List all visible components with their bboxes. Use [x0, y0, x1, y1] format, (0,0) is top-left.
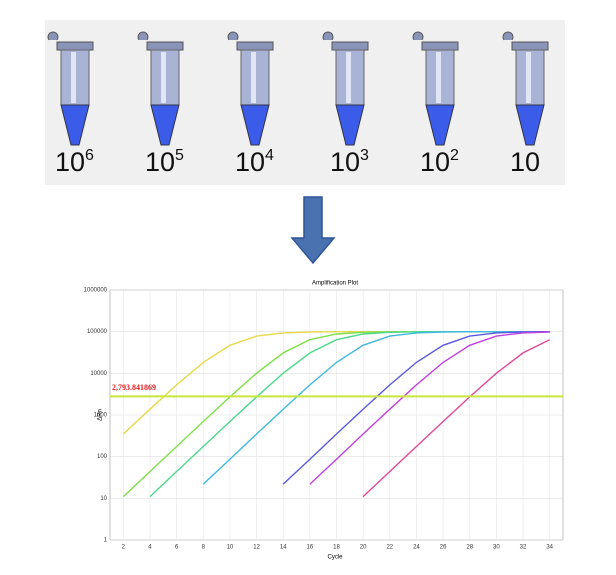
x-tick-label: 20 [360, 545, 367, 551]
x-tick-label: 4 [148, 545, 152, 551]
x-tick-label: 14 [280, 545, 287, 551]
y-tick-label: 10000 [90, 371, 107, 377]
label-base: 10 [145, 147, 175, 177]
tube-tip [515, 104, 545, 146]
tube: 10 [502, 31, 549, 177]
tube: 103 [322, 31, 369, 177]
x-tick-label: 16 [307, 545, 314, 551]
dilution-label: 102 [420, 147, 459, 177]
x-tick-label: 22 [386, 545, 393, 551]
label-exponent: 4 [265, 147, 274, 164]
tube-panel [45, 20, 565, 185]
label-base: 10 [420, 147, 450, 177]
tube-shine [71, 52, 76, 103]
tube-tip [240, 104, 270, 146]
x-tick-label: 18 [333, 545, 340, 551]
chart-title: Amplification Plot [312, 281, 358, 287]
tube-shine [251, 52, 256, 103]
tube: 105 [137, 31, 184, 177]
dilution-label: 105 [145, 147, 184, 177]
x-tick-label: 10 [227, 545, 234, 551]
dilution-label: 103 [330, 147, 369, 177]
y-tick-label: 10 [100, 496, 107, 502]
amplification-curve [202, 331, 550, 485]
x-axis-label: Cycle [327, 555, 343, 561]
tube-cap [502, 31, 549, 51]
y-tick-label: 100 [97, 454, 108, 460]
x-tick-label: 28 [466, 545, 473, 551]
x-tick-label: 24 [413, 545, 420, 551]
y-tick-label: 100000 [87, 329, 108, 335]
label-base: 10 [235, 147, 265, 177]
tube-tip [425, 104, 455, 146]
tube-shine [526, 52, 531, 103]
x-tick-label: 26 [440, 545, 447, 551]
tube-tip [335, 104, 365, 146]
tube: 106 [47, 31, 94, 177]
tube-tip [60, 104, 90, 146]
x-tick-label: 8 [202, 545, 206, 551]
threshold-label: 2,793.841869 [112, 383, 156, 392]
amplification-curve [309, 331, 550, 485]
label-exponent: 3 [360, 147, 369, 164]
x-tick-label: 30 [493, 545, 500, 551]
label-base: 10 [330, 147, 360, 177]
tube: 104 [227, 31, 274, 177]
x-tick-label: 2 [122, 545, 126, 551]
tube: 102 [412, 31, 459, 177]
tube-row: 106 105 104 103 102 10 [47, 31, 549, 177]
amplification-curve [282, 331, 550, 485]
tube-cap [322, 31, 369, 51]
dilution-label: 106 [55, 147, 94, 177]
label-base: 10 [510, 147, 540, 177]
tube-cap [412, 31, 459, 51]
amplification-curve [362, 339, 551, 498]
dilution-label: 10 [510, 147, 540, 177]
y-axis-label: ΔRn [98, 409, 104, 421]
tube-cap [47, 31, 94, 51]
x-tick-label: 32 [520, 545, 527, 551]
tube-cap [137, 31, 184, 51]
y-tick-label: 1000 [94, 413, 108, 419]
tube-cap [227, 31, 274, 51]
x-tick-label: 34 [546, 545, 553, 551]
label-base: 10 [55, 147, 85, 177]
tube-shine [161, 52, 166, 103]
down-arrow [290, 196, 336, 265]
tube-shine [436, 52, 441, 103]
label-exponent: 5 [175, 147, 184, 164]
label-exponent: 6 [85, 147, 94, 164]
tube-tip [150, 104, 180, 146]
label-exponent: 2 [450, 147, 459, 164]
x-tick-label: 12 [253, 545, 260, 551]
y-tick-label: 1000000 [84, 288, 108, 294]
x-tick-label: 6 [175, 545, 179, 551]
dilution-label: 104 [235, 147, 274, 177]
tube-shine [346, 52, 351, 103]
y-tick-label: 1 [104, 538, 108, 544]
